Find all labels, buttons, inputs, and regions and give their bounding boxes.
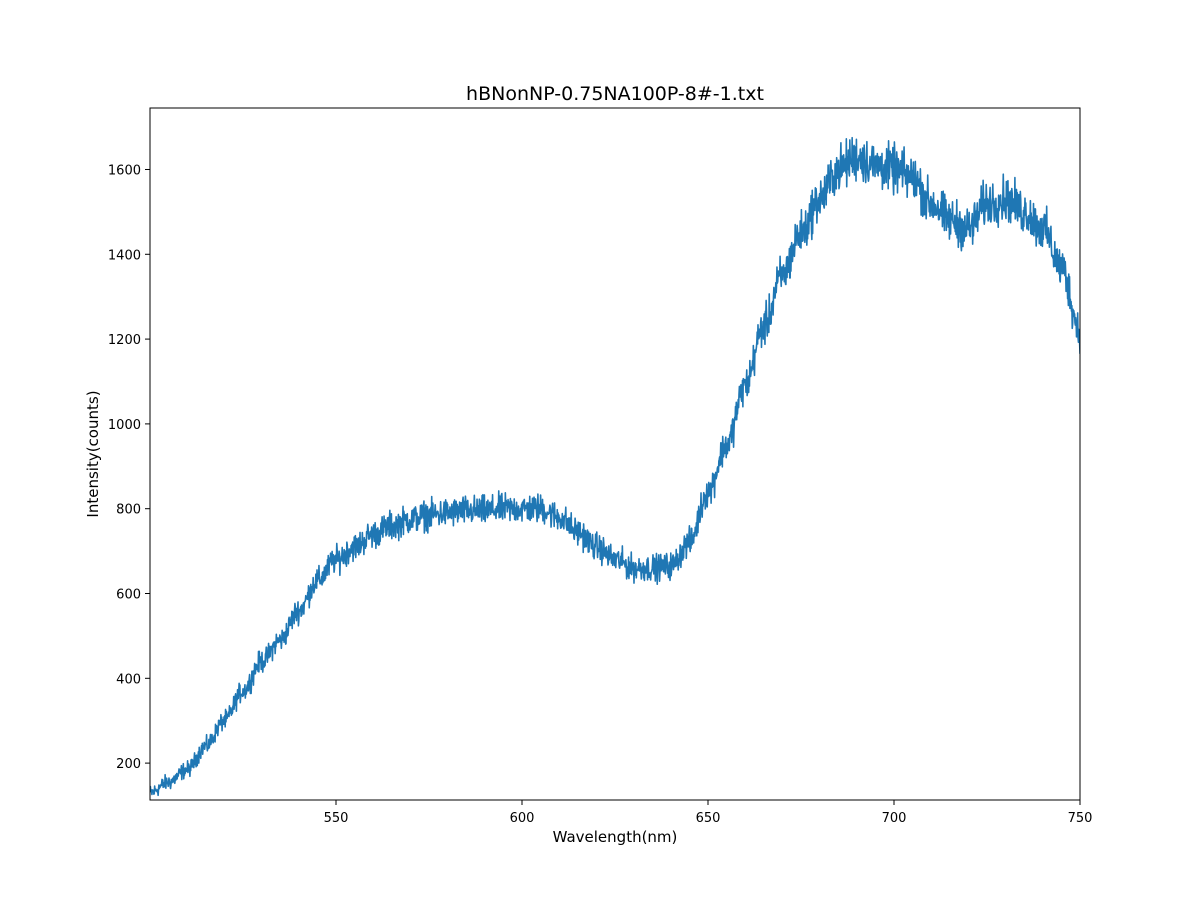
x-axis-label: Wavelength(nm) [553,828,678,846]
x-tick-label: 750 [1068,811,1093,826]
y-tick-label: 800 [116,503,141,518]
x-tick-label: 600 [510,811,535,826]
y-tick-label: 400 [116,672,141,687]
y-tick-label: 1600 [108,163,141,178]
y-tick-label: 1400 [108,248,141,263]
plot-frame [149,107,1081,801]
y-tick-label: 200 [116,757,141,772]
x-tick-label: 550 [324,811,349,826]
y-axis-label: Intensity(counts) [84,390,102,517]
y-tick-label: 600 [116,588,141,603]
series-line [150,136,1080,797]
y-tick-label: 1000 [108,418,141,433]
x-tick-label: 650 [696,811,721,826]
chart-title: hBNonNP-0.75NA100P-8#-1.txt [466,83,764,105]
x-axis: 550 600 650 700 750 [324,800,1093,826]
series-group [150,136,1080,797]
y-tick-label: 1200 [108,333,141,348]
x-tick-label: 700 [882,811,907,826]
y-axis: 200 400 600 800 1000 1200 1400 1600 [108,163,150,772]
